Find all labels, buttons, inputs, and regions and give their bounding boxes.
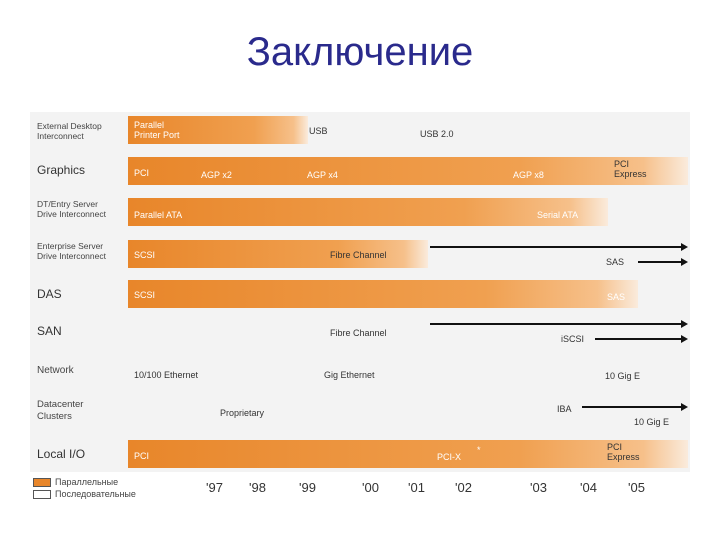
segment-10-gig-e-datacenter: 10 Gig E [634,417,670,427]
arrow-iba [582,403,688,411]
segment-fibre-enterprise: Fibre Channel [330,250,387,260]
segment-parallel-ata: Parallel ATA [134,210,183,220]
year-label: '03 [530,480,547,495]
row-label-network: Network [37,365,74,376]
segment-fibre-san: Fibre Channel [330,328,387,338]
segment-iscsi: iSCSI [561,334,585,344]
legend-label-parallel: Параллельные [55,477,119,487]
arrow-sas-enterprise [638,258,688,266]
segment-usb2: USB 2.0 [420,129,454,139]
year-label: '99 [299,480,316,495]
row-label-enterprise: Enterprise Server Drive Interconnect [37,241,106,261]
segment-serial-ata: Serial ATA [537,210,579,220]
row-label-das: DAS [37,287,62,301]
arrow-iscsi [595,335,688,343]
row-label-datacenter: Datacenter Clusters [37,399,84,422]
row-label-external-desktop: External Desktop Interconnect [37,121,102,141]
legend-swatch-parallel [33,478,51,487]
segment-10-gig-e: 10 Gig E [605,371,641,381]
legend-label-serial: Последовательные [55,489,136,499]
arrow-fibre-san [430,320,688,328]
segment-pci-local: PCI [134,451,150,461]
segment-10-100-ethernet: 10/100 Ethernet [134,370,199,380]
bar-das [128,280,638,308]
bar-enterprise [128,240,428,268]
segment-agp2: AGP x2 [201,170,232,180]
bar-local-io [128,440,688,468]
segment-pci-x: PCI-X [437,452,462,462]
segment-asterisk: * [477,445,481,455]
year-label: '97 [206,480,223,495]
segment-parallel-printer: Parallel Printer Port [134,120,180,140]
slide-title: Заключение [246,30,474,74]
segment-scsi-das: SCSI [134,290,156,300]
legend-swatch-serial [33,490,51,499]
segment-sas-das: SAS [607,292,626,302]
year-label: '04 [580,480,597,495]
year-label: '01 [408,480,425,495]
year-label: '98 [249,480,266,495]
segment-usb: USB [309,126,328,136]
row-label-local-io: Local I/O [37,447,86,461]
segment-agp8: AGP x8 [513,170,544,180]
year-label: '02 [455,480,472,495]
segment-pci-graphics: PCI [134,168,150,178]
segment-pci-express-local: PCI Express [607,442,640,462]
year-label: '00 [362,480,379,495]
segment-gig-ethernet: Gig Ethernet [324,370,375,380]
row-label-dt-entry: DT/Entry Server Drive Interconnect [37,199,106,219]
year-label: '05 [628,480,645,495]
segment-agp4: AGP x4 [307,170,338,180]
bar-graphics [128,157,688,185]
segment-iba: IBA [557,404,572,414]
arrow-fibre-enterprise [430,243,688,251]
row-label-graphics: Graphics [37,163,86,177]
segment-sas-enterprise: SAS [606,257,625,267]
bar-parallel-printer [128,116,308,144]
segment-proprietary: Proprietary [220,408,265,418]
row-label-san: SAN [37,324,62,338]
segment-scsi-enterprise: SCSI [134,250,156,260]
segment-pci-express-graphics: PCI Express [614,159,647,179]
bar-dt-entry [128,198,608,226]
